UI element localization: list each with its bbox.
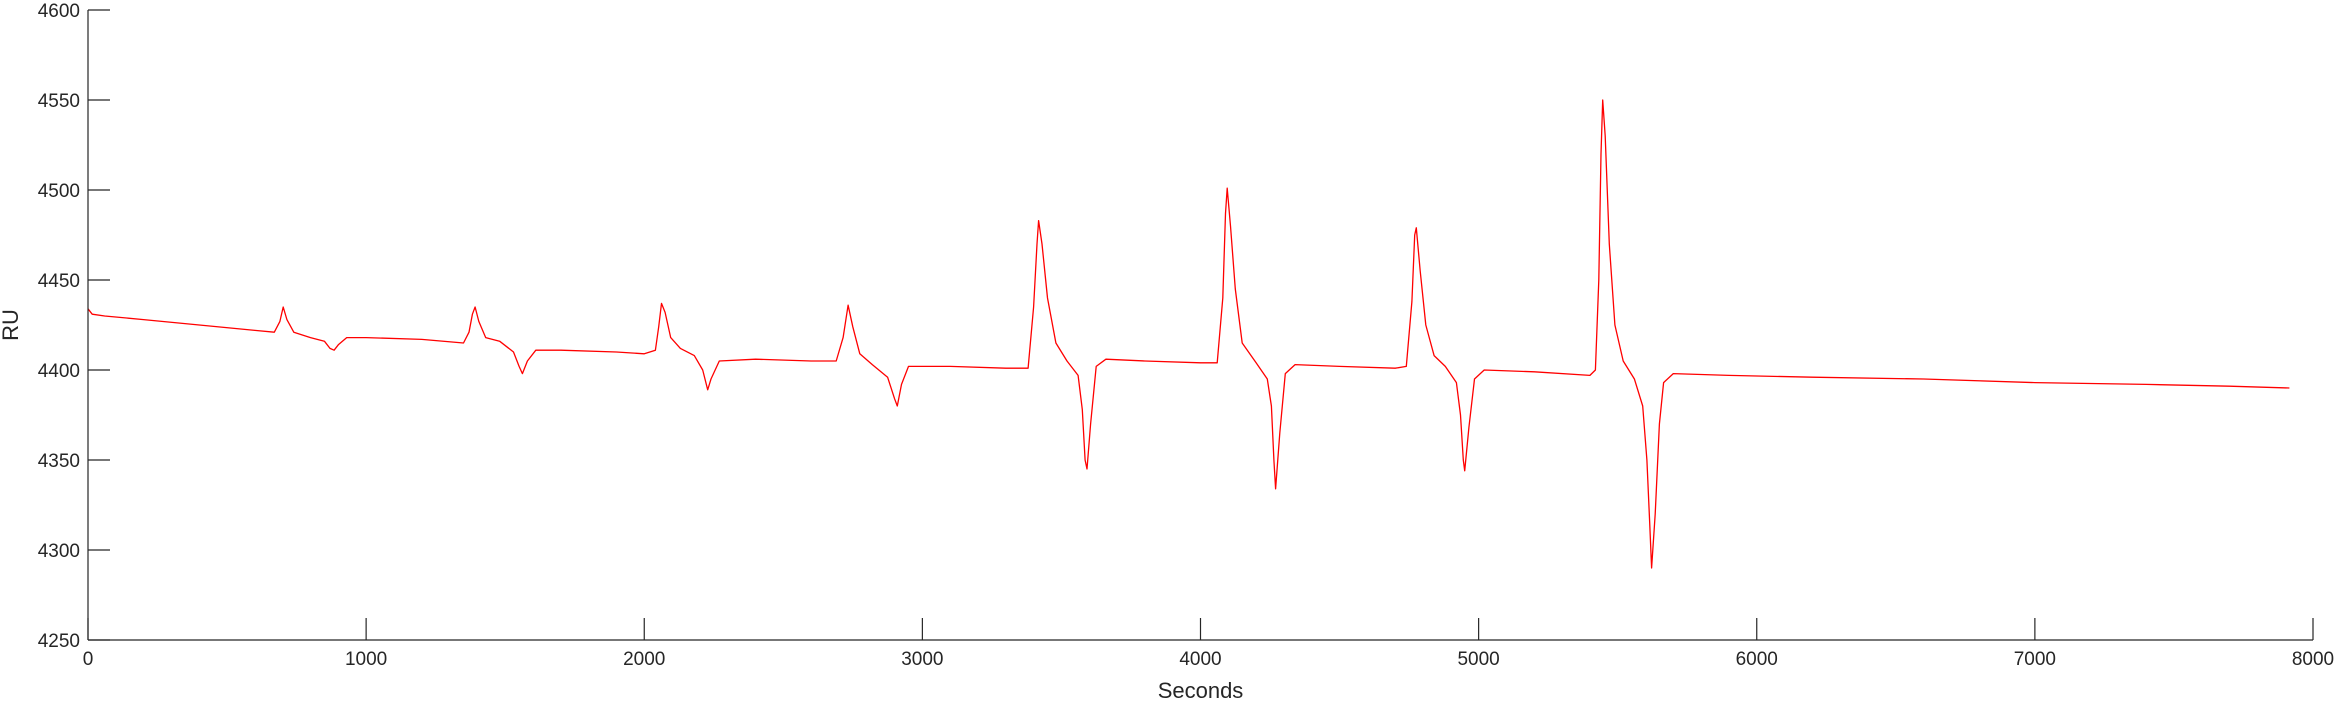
x-tick-label: 7000 [2014, 649, 2056, 670]
x-tick-label: 5000 [1457, 649, 1499, 670]
axes: 0 1000 2000 3000 4000 5000 6000 7000 8000 4250 430… [38, 1, 2334, 670]
x-tick-label: 6000 [1736, 649, 1778, 670]
series-layer [87, 99, 2290, 569]
x-tick-label: 3000 [901, 649, 943, 670]
y-tick-label: 4350 [38, 451, 80, 472]
series-line [87, 99, 2290, 569]
x-axis-label: Seconds [1158, 678, 1244, 702]
x-tick-label: 4000 [1179, 649, 1221, 670]
y-axis-label: RU [0, 309, 23, 341]
y-tick-label: 4550 [38, 91, 80, 112]
y-tick-label: 4500 [38, 181, 80, 202]
y-tick-label: 4600 [38, 1, 80, 22]
y-tick-label: 4450 [38, 271, 80, 292]
x-tick-label: 2000 [623, 649, 665, 670]
x-tick-label: 0 [83, 649, 94, 670]
y-tick-label: 4250 [38, 631, 80, 652]
x-tick-label: 1000 [345, 649, 387, 670]
y-tick-label: 4300 [38, 541, 80, 562]
x-tick-label: 8000 [2292, 649, 2334, 670]
y-tick-label: 4400 [38, 361, 80, 382]
